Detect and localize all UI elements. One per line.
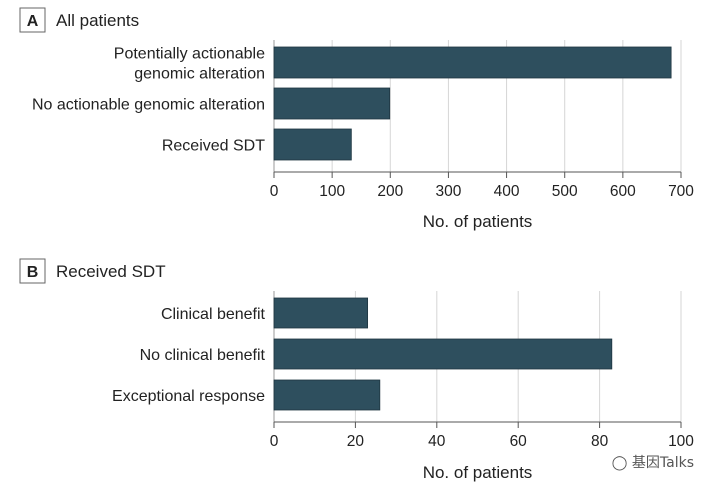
panel-a-bar	[273, 46, 672, 79]
panel-b-letter: B	[27, 264, 39, 281]
panel-a-category-label: genomic alteration	[134, 66, 265, 83]
watermark: ◯ 基因Talks	[612, 452, 694, 472]
panel-a-x-axis-label: No. of patients	[423, 212, 533, 231]
panel-b: B Received SDT 0 20 40 60 80 100 No. of patients…	[19, 258, 694, 482]
panel-b-bar	[273, 338, 613, 370]
panel-a-x-tick-label: 300	[435, 183, 461, 200]
panel-a-category-label: No actionable genomic alteration	[32, 97, 265, 114]
panel-a-letter: A	[27, 13, 39, 30]
panel-b-x-axis-label: No. of patients	[423, 463, 533, 482]
panel-b-category-label: No clinical benefit	[140, 347, 266, 364]
panel-a-x-tick-label: 500	[552, 183, 578, 200]
panel-a-category-label: Potentially actionable	[114, 46, 265, 63]
panel-a-x-tick-label: 100	[319, 183, 345, 200]
panel-a-bar	[273, 87, 391, 120]
panel-a-category-label: Received SDT	[162, 138, 265, 155]
panel-a-x-tick-label: 200	[377, 183, 403, 200]
panel-b-x-tick-label: 40	[428, 433, 446, 450]
panel-a: A All patients 0 100 200 300 400 500 600 700 No. o…	[19, 7, 694, 231]
panel-a-x-tick-label: 700	[668, 183, 694, 200]
panel-a-letter-box	[19, 7, 46, 33]
panel-b-x-tick-label: 0	[270, 433, 279, 450]
panel-a-title: All patients	[56, 11, 139, 30]
panel-b-x-tick-label: 20	[347, 433, 365, 450]
panel-b-category-label: Clinical benefit	[161, 306, 266, 323]
panel-b-letter-box	[19, 258, 46, 284]
panel-a-x-tick-label: 600	[610, 183, 636, 200]
panel-b-x-tick-label: 100	[668, 433, 694, 450]
panel-a-x-tick-label: 0	[270, 183, 279, 200]
panel-b-title: Received SDT	[56, 262, 166, 281]
panel-b-x-tick-label: 80	[591, 433, 609, 450]
panel-b-category-label: Exceptional response	[112, 388, 265, 405]
panel-b-bar	[273, 379, 381, 411]
watermark-text: 基因Talks	[631, 455, 694, 471]
panel-a-bar	[273, 128, 352, 161]
panel-b-x-tick-label: 60	[510, 433, 528, 450]
panel-b-bar	[273, 297, 369, 329]
wechat-icon: ◯	[611, 455, 628, 471]
panel-a-x-tick-label: 400	[494, 183, 520, 200]
